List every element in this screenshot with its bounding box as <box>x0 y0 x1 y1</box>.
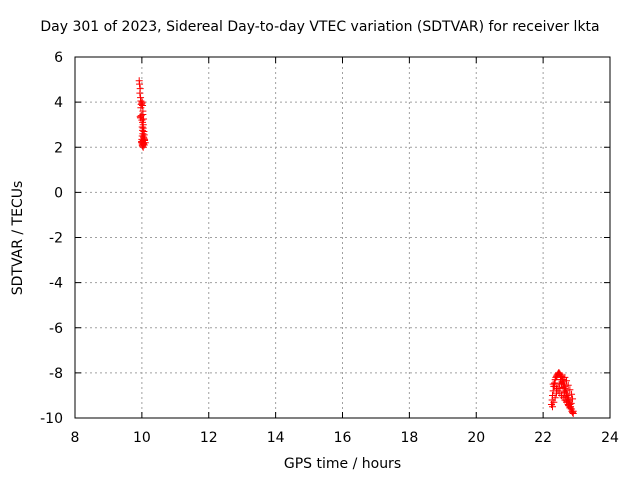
chart-title: Day 301 of 2023, Sidereal Day-to-day VTE… <box>40 19 600 35</box>
x-tick-label: 14 <box>267 430 285 446</box>
data-point <box>569 408 577 416</box>
data-point <box>563 377 571 385</box>
grid-lines <box>75 57 610 418</box>
y-tick-label: -4 <box>49 276 63 292</box>
x-axis-label: GPS time / hours <box>283 456 402 472</box>
y-axis-label: SDTVAR / TECUs <box>10 180 26 296</box>
y-tick-label: -8 <box>49 366 63 382</box>
data-points <box>135 77 577 417</box>
y-tick-label: 0 <box>54 185 63 201</box>
data-point <box>139 143 147 151</box>
x-tick-label: 10 <box>133 430 151 446</box>
data-point <box>550 398 558 406</box>
data-point <box>136 80 144 88</box>
data-point <box>568 390 576 398</box>
data-point <box>548 403 556 411</box>
x-tick-label: 24 <box>601 430 619 446</box>
data-point <box>556 385 564 393</box>
x-tick-label: 20 <box>467 430 485 446</box>
data-point <box>559 384 567 392</box>
y-tick-label: 4 <box>54 95 63 111</box>
data-point <box>561 388 569 396</box>
y-tick-label: -6 <box>49 321 63 337</box>
data-point <box>561 373 569 381</box>
x-tick-label: 22 <box>534 430 552 446</box>
y-tick-label: 6 <box>54 50 63 66</box>
data-point <box>139 111 147 119</box>
data-point <box>564 381 572 389</box>
y-tick-label: 2 <box>54 140 63 156</box>
data-point <box>551 394 559 402</box>
data-point <box>558 380 566 388</box>
data-point <box>569 395 577 403</box>
data-point <box>139 138 147 146</box>
y-tick-label: -2 <box>49 231 63 247</box>
x-tick-label: 12 <box>200 430 218 446</box>
x-tick-label: 18 <box>400 430 418 446</box>
data-point <box>140 115 148 123</box>
y-tick-label: -10 <box>40 411 63 427</box>
data-point <box>136 89 144 97</box>
x-tick-label: 16 <box>334 430 352 446</box>
x-tick-label: 8 <box>71 430 80 446</box>
data-point <box>569 407 577 415</box>
data-point <box>566 386 574 394</box>
